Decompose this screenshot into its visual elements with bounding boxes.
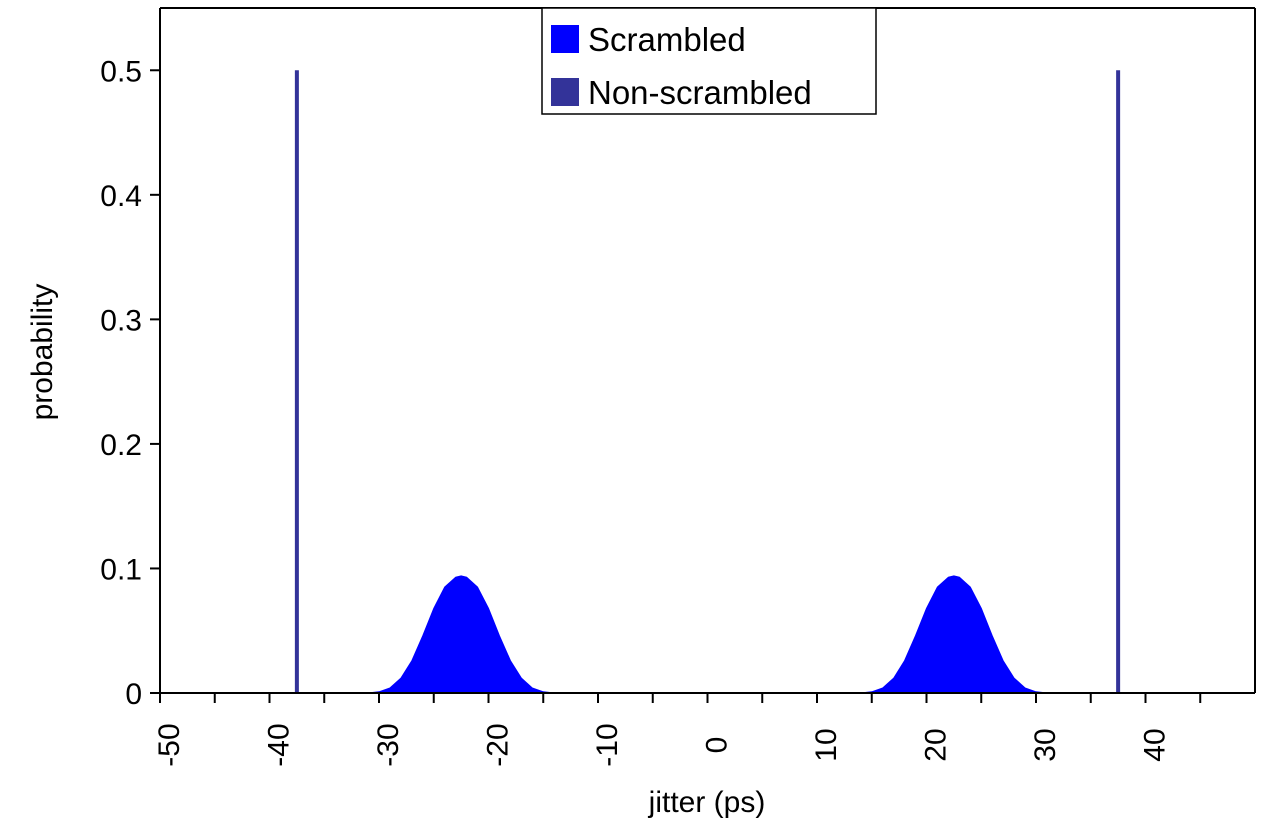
x-tick-label: 40: [1138, 728, 1171, 761]
x-tick-label: -20: [481, 723, 514, 766]
legend-label-scrambled: Scrambled: [588, 21, 746, 58]
x-tick-label: 0: [700, 737, 733, 754]
x-tick-label: 10: [810, 728, 843, 761]
series-layer: [294, 70, 1121, 694]
legend-swatch-non-scrambled: [551, 78, 579, 106]
series-scrambled-peak-1: [368, 575, 555, 694]
x-axis-ticks: -50 -40 -30 -20 -10 0 10 20 30 40: [153, 693, 1202, 767]
y-tick-label: 0.3: [100, 304, 142, 337]
legend-label-non-scrambled: Non-scrambled: [588, 74, 812, 111]
y-tick-label: 0.1: [100, 553, 142, 586]
y-axis-ticks: 0 0.1 0.2 0.3 0.4 0.5: [100, 55, 160, 711]
x-tick-label: -50: [153, 723, 186, 766]
series-scrambled-peak-2: [860, 575, 1048, 694]
y-tick-label: 0.4: [100, 180, 142, 213]
legend: Scrambled Non-scrambled: [541, 7, 877, 115]
x-tick-label: -10: [591, 723, 624, 766]
x-axis-label: jitter (ps): [648, 786, 766, 819]
x-tick-label: 20: [919, 728, 952, 761]
y-tick-label: 0: [125, 678, 142, 711]
y-tick-label: 0.5: [100, 55, 142, 88]
y-tick-label: 0.2: [100, 429, 142, 462]
legend-box: [541, 7, 877, 115]
legend-swatch-scrambled: [551, 25, 579, 53]
x-tick-label: -40: [262, 723, 295, 766]
x-tick-label: 30: [1029, 728, 1062, 761]
x-tick-label: -30: [372, 723, 405, 766]
y-axis-label: probability: [26, 284, 59, 421]
